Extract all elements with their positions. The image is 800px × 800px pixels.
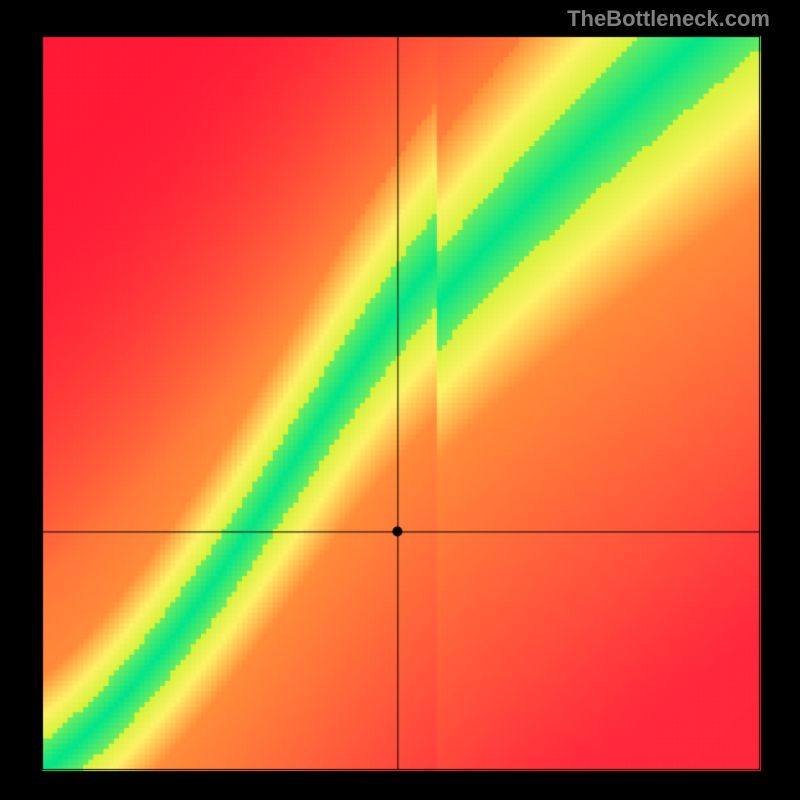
bottleneck-heatmap — [0, 0, 800, 800]
chart-container: TheBottleneck.com — [0, 0, 800, 800]
watermark-text: TheBottleneck.com — [567, 6, 770, 32]
